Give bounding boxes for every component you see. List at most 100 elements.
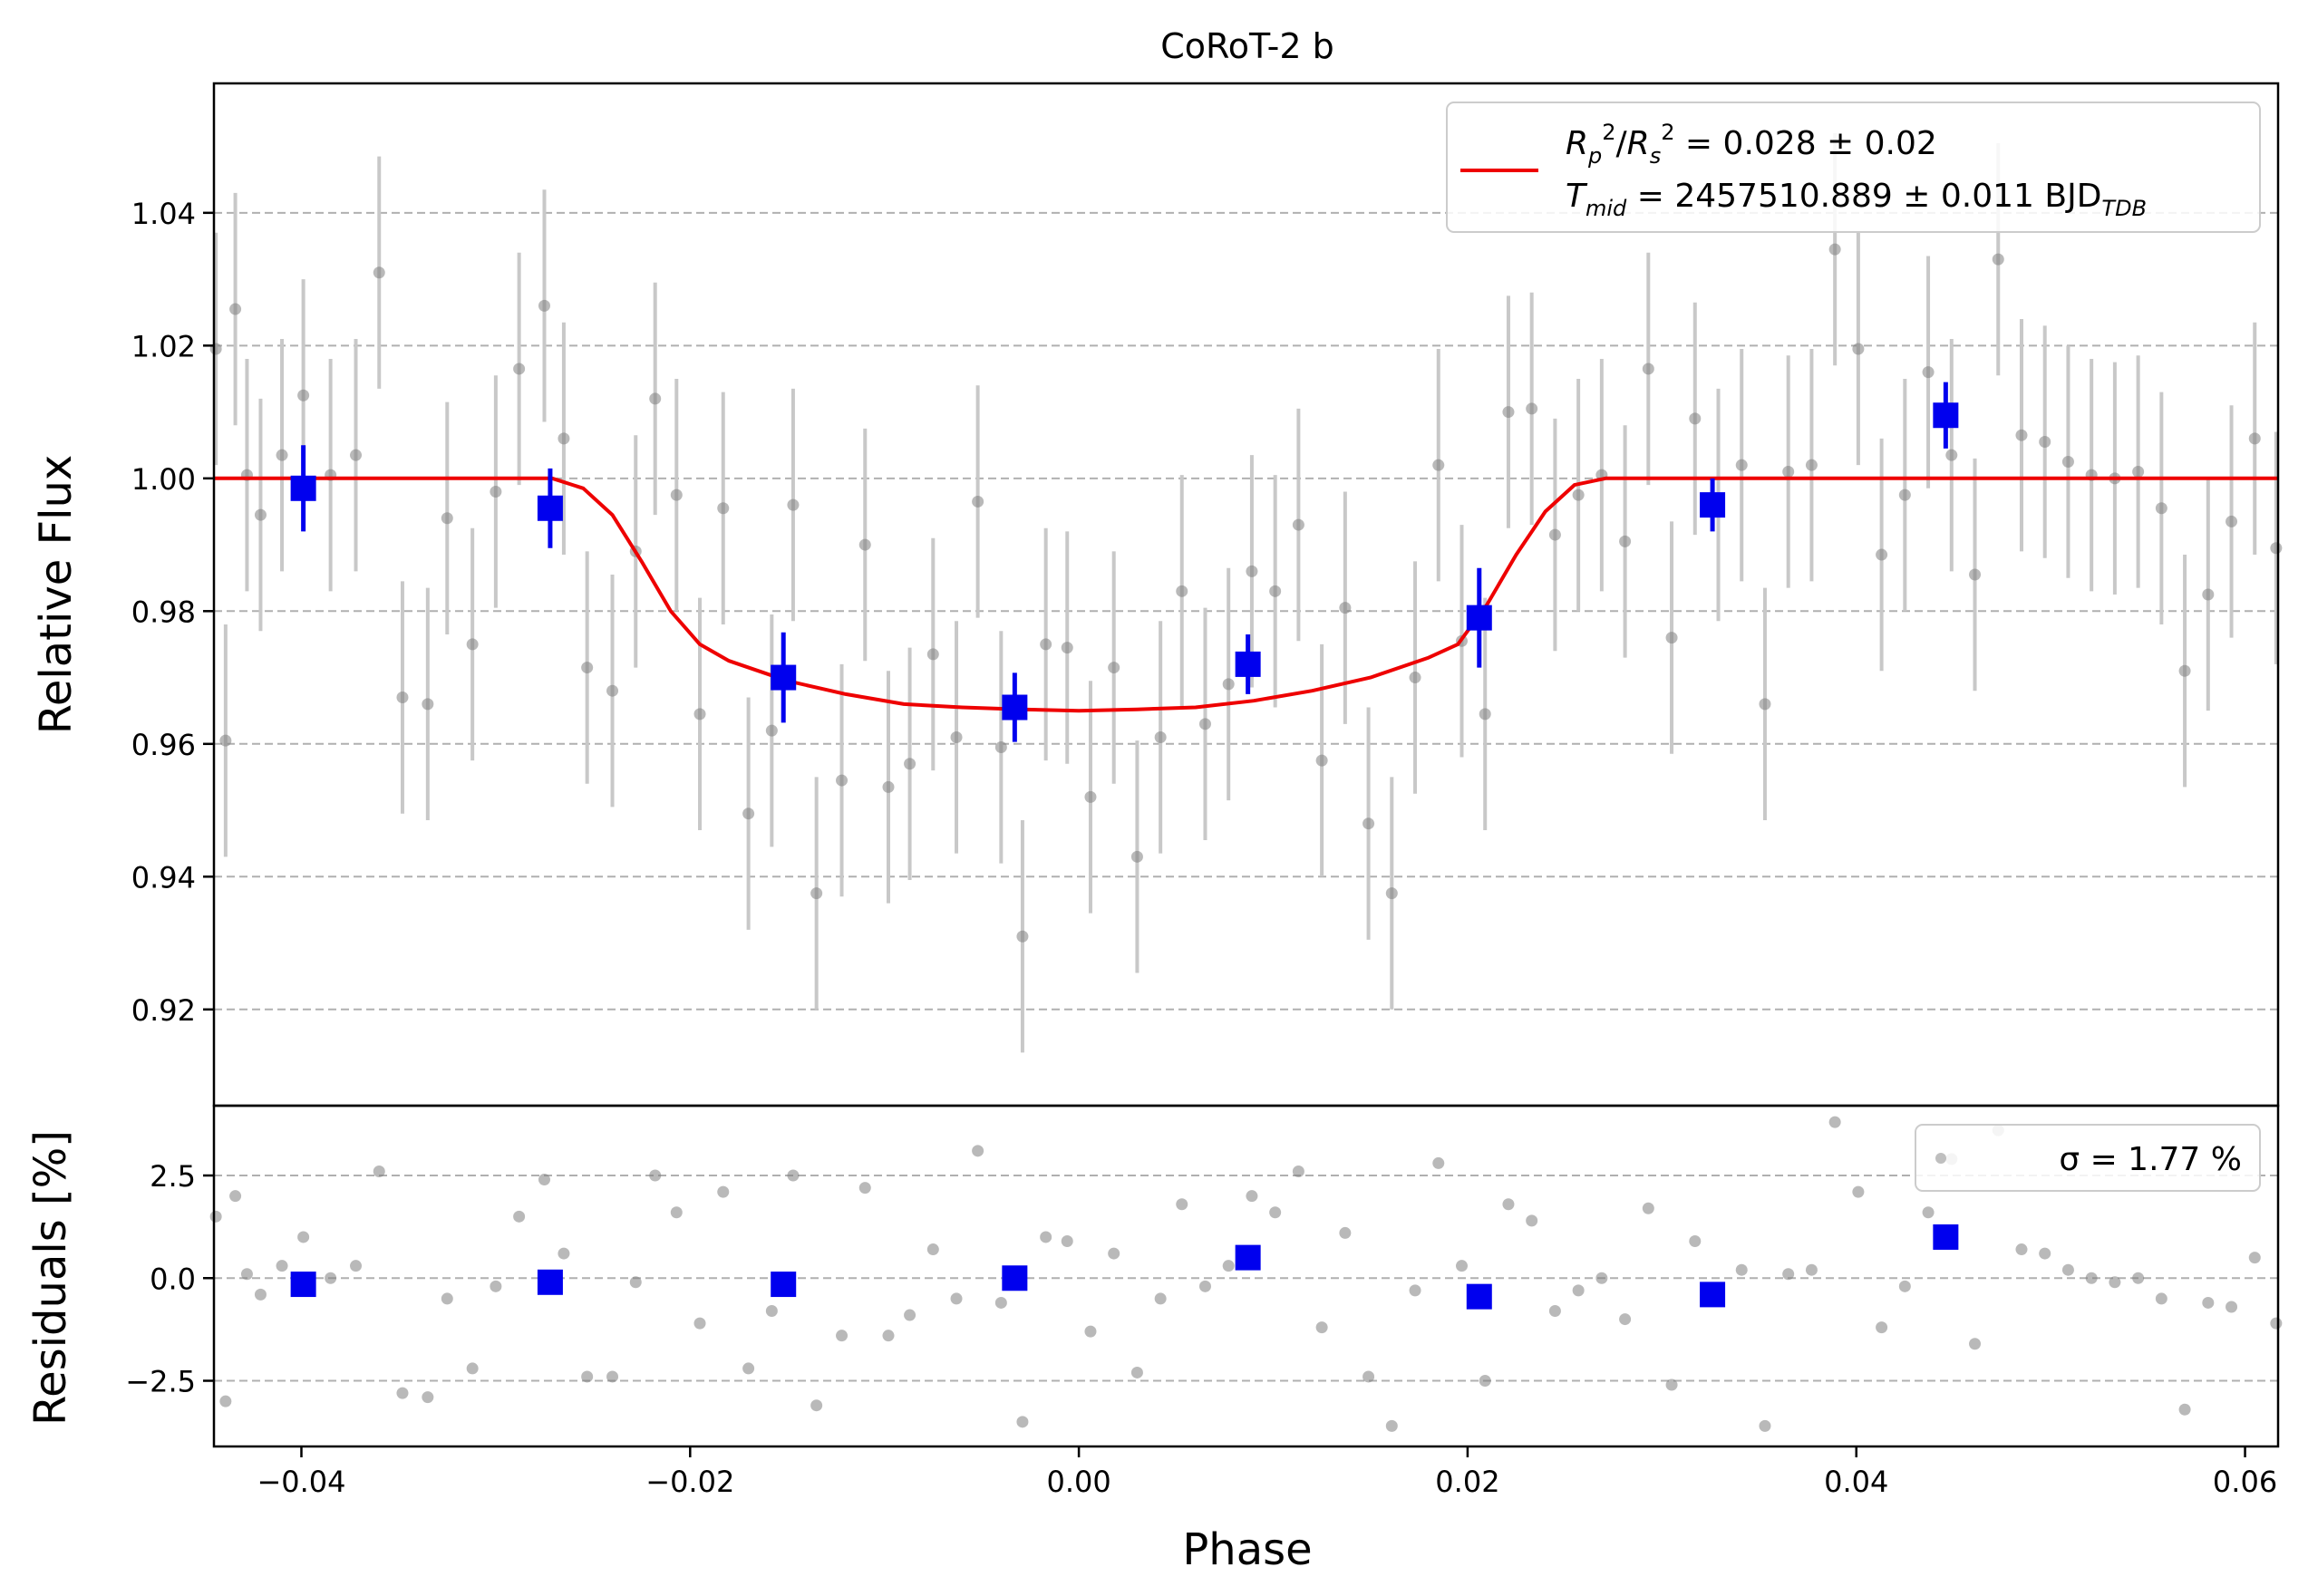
flux-raw-point [670,488,683,501]
flux-raw-point [1269,585,1282,597]
flux-binned-point [771,664,797,691]
residuals-raw-point [1455,1260,1468,1272]
residuals-raw-point [810,1399,823,1412]
flux-raw-point [904,758,916,770]
flux-raw-point [1479,708,1491,721]
residuals-raw-point [441,1292,453,1305]
residuals-raw-point [649,1169,662,1182]
flux-raw-point [1432,459,1445,471]
residuals-legend-marker [1935,1153,1946,1164]
flux-y-tick-label: 0.96 [131,728,196,762]
residuals-raw-point [2015,1243,2028,1256]
residuals-panel: −2.5 0.0 2.5 −0.04 −0.02 0.00 0.02 0.04 0.06 Re… [25,1104,2283,1575]
flux-raw-point [858,538,871,551]
x-tick-label: 0.04 [1824,1465,1888,1499]
residuals-y-tick-label: 0.0 [150,1262,196,1296]
residuals-raw-point [742,1362,755,1375]
flux-raw-point [2061,456,2074,469]
residuals-raw-point [717,1185,730,1198]
flux-raw-point [1108,662,1120,674]
flux-raw-point [1526,402,1538,415]
residuals-raw-point [858,1182,871,1195]
residuals-raw-point [2039,1247,2051,1260]
residuals-raw-point [1526,1214,1538,1227]
residuals-y-tick-label: 2.5 [150,1159,196,1194]
residuals-raw-point [1782,1268,1795,1281]
residuals-raw-point [1479,1375,1491,1388]
residuals-raw-point [2132,1272,2145,1284]
flux-model-line [214,476,2278,713]
residuals-raw-point [972,1145,984,1157]
residuals-raw-point [1154,1292,1167,1305]
residuals-raw-point [229,1190,242,1203]
flux-raw-point [254,508,267,521]
flux-y-tick-label: 0.98 [131,595,196,629]
residuals-raw-point [1689,1234,1702,1247]
flux-raw-point [2015,429,2028,441]
residuals-binned-point [1002,1265,1028,1291]
flux-raw-point [276,449,288,461]
flux-raw-point [787,498,800,511]
flux-raw-point [1292,518,1304,531]
flux-raw-point [441,512,453,525]
residuals-legend-sigma-label: σ = 1.77 % [2059,1141,2242,1178]
flux-raw-point [1016,930,1029,943]
residuals-raw-point [581,1370,594,1383]
residuals-y-axis-label: Residuals [%] [25,1130,76,1426]
residuals-raw-point [1759,1419,1771,1432]
flux-raw-point [717,502,730,515]
residuals-y-ticks: −2.5 0.0 2.5 [125,1159,214,1399]
flux-binned-point [290,475,316,501]
residuals-binned-point [771,1272,797,1298]
flux-raw-point [765,724,778,737]
flux-raw-point [396,692,409,704]
residuals-raw-point [1409,1284,1421,1297]
residuals-raw-point [1969,1338,1982,1350]
flux-binned-point [1235,651,1261,677]
flux-raw-point [1572,488,1585,501]
residuals-binned-points [290,1224,1959,1310]
flux-raw-point [219,734,232,747]
residuals-axes-frame [212,1104,2280,1448]
flux-legend: Rp2/Rs2 = 0.028 ± 0.02 Tmid = 2457510.88… [1446,102,2261,233]
residuals-raw-point [904,1309,916,1321]
residuals-raw-point [396,1387,409,1399]
flux-binned-point [537,495,563,521]
residuals-binned-point [1235,1244,1261,1271]
flux-raw-point [1385,887,1398,900]
flux-raw-point [1040,638,1052,651]
residuals-raw-point [1572,1284,1585,1297]
flux-raw-point [1945,449,1958,461]
x-tick-label: −0.02 [645,1465,734,1499]
flux-raw-point [2248,432,2261,445]
flux-legend-tmid-label: Tmid = 2457510.889 ± 0.011 BJDTDB [1566,178,2147,221]
flux-raw-point [1315,754,1328,767]
residuals-raw-point [787,1169,800,1182]
flux-y-tick-label: 1.04 [131,197,196,231]
residuals-raw-point [538,1174,550,1186]
flux-raw-point [1922,366,1935,379]
flux-raw-point [1222,678,1235,691]
residuals-raw-point [350,1260,363,1272]
flux-model-curve [214,476,2278,713]
residuals-raw-point [1876,1321,1888,1334]
residuals-raw-point [209,1210,222,1223]
flux-raw-point [513,363,526,375]
x-tick-label: 0.02 [1435,1465,1499,1499]
chart-title: CoRoT-2 b [1160,26,1334,66]
residuals-raw-point [1385,1419,1398,1432]
flux-raw-point [2132,465,2145,478]
residuals-raw-point [765,1305,778,1318]
residuals-raw-point [994,1296,1007,1309]
residuals-raw-point [325,1272,337,1284]
residuals-raw-point [1108,1247,1120,1260]
flux-raw-point [1362,817,1375,830]
flux-raw-point [581,662,594,674]
residuals-binned-point [1933,1224,1959,1250]
flux-raw-point [1735,459,1748,471]
flux-raw-point [373,266,385,279]
flux-raw-point [1130,850,1143,863]
flux-raw-point [836,774,849,787]
flux-raw-point [229,303,242,315]
